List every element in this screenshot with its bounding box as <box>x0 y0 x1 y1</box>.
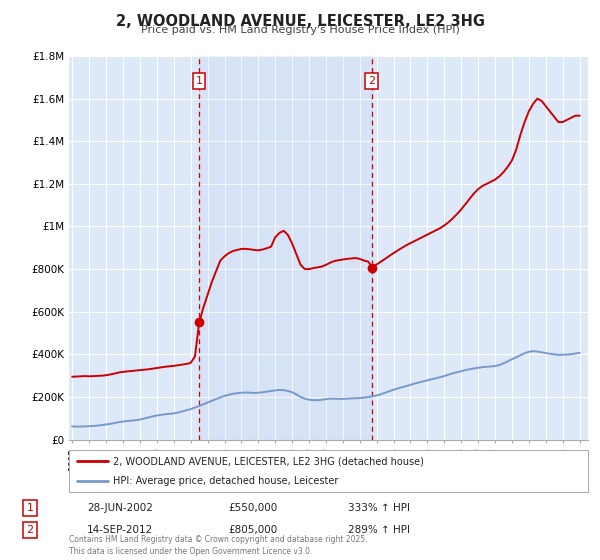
Text: 1: 1 <box>26 503 34 513</box>
Bar <box>199 56 372 440</box>
Text: 333% ↑ HPI: 333% ↑ HPI <box>348 503 410 513</box>
Text: 1: 1 <box>196 76 203 86</box>
Text: £550,000: £550,000 <box>228 503 277 513</box>
Text: 2, WOODLAND AVENUE, LEICESTER, LE2 3HG (detached house): 2, WOODLAND AVENUE, LEICESTER, LE2 3HG (… <box>113 456 424 466</box>
Text: 14-SEP-2012: 14-SEP-2012 <box>87 525 153 535</box>
Text: 2: 2 <box>368 76 376 86</box>
Text: 2: 2 <box>26 525 34 535</box>
Text: Contains HM Land Registry data © Crown copyright and database right 2025.
This d: Contains HM Land Registry data © Crown c… <box>69 535 367 556</box>
Text: Price paid vs. HM Land Registry's House Price Index (HPI): Price paid vs. HM Land Registry's House … <box>140 25 460 35</box>
Text: £805,000: £805,000 <box>228 525 277 535</box>
Text: HPI: Average price, detached house, Leicester: HPI: Average price, detached house, Leic… <box>113 476 338 486</box>
Text: 2, WOODLAND AVENUE, LEICESTER, LE2 3HG: 2, WOODLAND AVENUE, LEICESTER, LE2 3HG <box>115 14 485 29</box>
Text: 289% ↑ HPI: 289% ↑ HPI <box>348 525 410 535</box>
Text: 28-JUN-2002: 28-JUN-2002 <box>87 503 153 513</box>
